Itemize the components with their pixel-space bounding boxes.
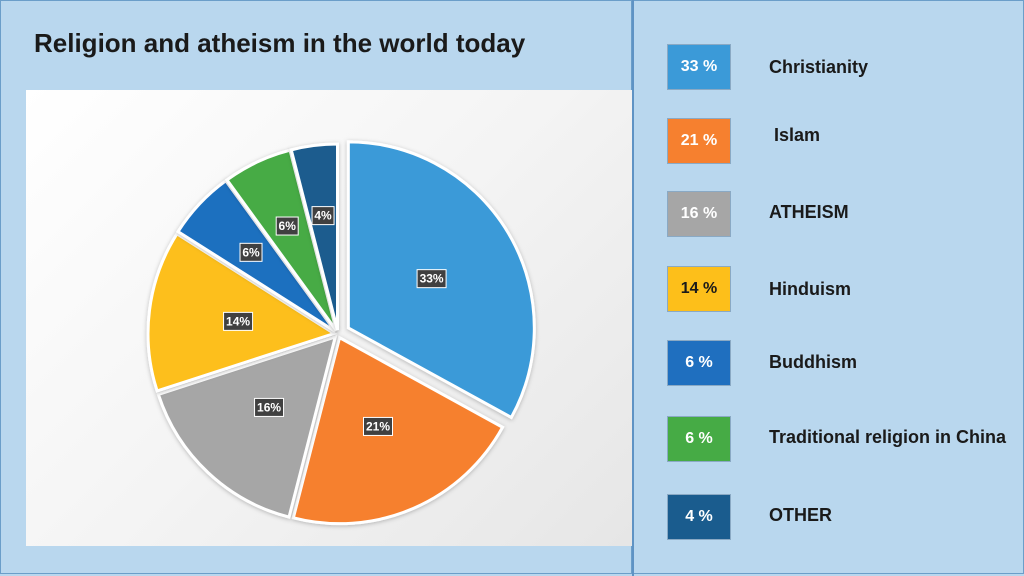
legend-label: Hinduism (769, 279, 852, 299)
data-label-other: 4% (311, 206, 335, 226)
svg-text:33%: 33% (420, 272, 444, 286)
data-label-islam: 21% (363, 416, 394, 436)
svg-text:6%: 6% (279, 219, 297, 233)
data-label-traditional-religion-in-china: 6% (275, 216, 299, 236)
chart-title: Religion and atheism in the world today (34, 28, 526, 58)
pie-slice-islam (291, 335, 505, 526)
svg-text:21%: 21% (366, 419, 390, 433)
legend-swatch: 4 % (667, 494, 731, 540)
legend-label: Islam (774, 125, 821, 145)
data-label-hinduism: 14% (223, 311, 254, 331)
svg-text:16%: 16% (257, 400, 281, 414)
pie-slice-atheism (156, 334, 338, 519)
legend-swatch: 14 % (667, 266, 731, 312)
plot-area: 33% 21% 16% 14% 6% 6% 4% (26, 90, 632, 546)
legend-label: OTHER (769, 505, 832, 525)
legend-label: ATHEISM (769, 202, 849, 222)
legend-swatch: 21 % (667, 118, 731, 164)
data-label-christianity: 33% (416, 269, 447, 289)
svg-text:4%: 4% (314, 209, 332, 223)
pie-slice-other (289, 142, 339, 331)
legend-swatch: 6 % (667, 340, 731, 386)
legend-label: Buddhism (769, 352, 857, 372)
svg-text:14%: 14% (226, 314, 250, 328)
legend-swatch: 33 % (667, 44, 731, 90)
legend-swatch: 16 % (667, 191, 731, 237)
panel-divider (632, 0, 634, 576)
legend-swatch: 6 % (667, 416, 731, 462)
data-label-buddhism: 6% (239, 242, 263, 262)
svg-text:6%: 6% (242, 245, 260, 259)
legend-label: Christianity (769, 57, 869, 77)
legend-label: Traditional religion in China (769, 427, 1007, 447)
data-label-atheism: 16% (254, 397, 285, 417)
pie-chart: 33% 21% 16% 14% 6% 6% 4% (146, 140, 536, 526)
